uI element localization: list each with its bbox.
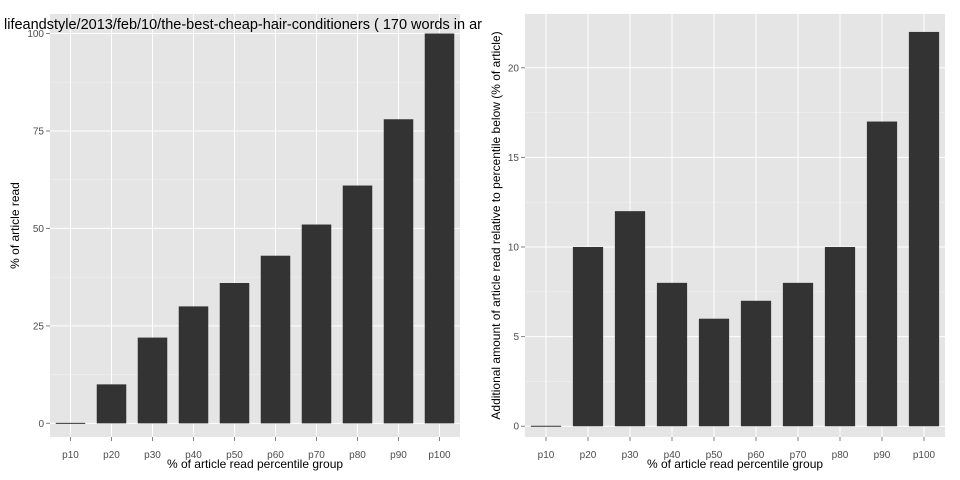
y-tick-label: 100 [27, 29, 44, 40]
bar-p50 [219, 283, 250, 424]
x-tick-label: p100 [428, 450, 451, 461]
x-tick-label: p70 [308, 450, 325, 461]
y-tick-label: 50 [33, 224, 45, 235]
x-tick-label: p30 [144, 450, 161, 461]
x-tick-label: p70 [790, 450, 807, 461]
bar-p50 [698, 318, 730, 427]
bar-p10 [55, 422, 86, 424]
x-tick-label: p50 [706, 450, 723, 461]
bar-p10 [530, 425, 562, 427]
x-tick-label: p90 [874, 450, 891, 461]
bar-p80 [824, 247, 856, 427]
bar-p100 [424, 33, 455, 424]
x-tick-label: p90 [390, 450, 407, 461]
x-tick-label: p40 [185, 450, 202, 461]
x-tick-label: p30 [622, 450, 639, 461]
y-tick-label: 0 [38, 419, 44, 430]
x-axis-title: % of article read percentile group [647, 457, 823, 471]
x-tick-label: p60 [748, 450, 765, 461]
y-tick-label: 25 [33, 321, 45, 332]
bar-p70 [782, 282, 814, 427]
y-tick-label: 75 [33, 126, 45, 137]
chart-title: lifeandstyle/2013/feb/10/the-best-cheap-… [4, 17, 482, 33]
x-tick-label: p80 [349, 450, 366, 461]
x-tick-label: p100 [913, 450, 936, 461]
x-axis-title: % of article read percentile group [167, 457, 343, 471]
x-tick-label: p50 [226, 450, 243, 461]
bar-p70 [301, 224, 332, 424]
x-tick-label: p20 [580, 450, 597, 461]
bar-p90 [866, 121, 898, 427]
x-tick-label: p10 [538, 450, 555, 461]
bar-p30 [137, 337, 168, 424]
y-axis-title: % of article read [8, 182, 22, 269]
chart-panel-2: 0 5 10 15 20 p10 p20 p30 p40 p50 p60 p70 p80 p90 p100%… [489, 14, 945, 471]
y-tick-label: 0 [513, 422, 519, 433]
chart-panel-1: 0 25 50 75 100 p10 p20 p30 p40 p50 p60 p70 p80 p90 p10… [8, 14, 460, 471]
bar-p80 [342, 185, 373, 424]
y-axis-title: Additional amount of article read relati… [489, 31, 503, 419]
x-tick-label: p80 [832, 450, 849, 461]
bar-p60 [260, 255, 291, 424]
bar-p20 [96, 384, 127, 424]
y-tick-label: 15 [508, 153, 520, 164]
bar-p100 [908, 31, 940, 427]
bar-p30 [614, 211, 646, 427]
bar-p60 [740, 300, 772, 427]
x-tick-label: p20 [103, 450, 120, 461]
bar-p90 [383, 119, 414, 424]
bar-p20 [572, 247, 604, 427]
y-tick-label: 10 [508, 243, 520, 254]
bar-p40 [656, 282, 688, 427]
y-tick-label: 20 [508, 63, 520, 74]
x-tick-label: p10 [62, 450, 79, 461]
x-tick-label: p60 [267, 450, 284, 461]
x-tick-label: p40 [664, 450, 681, 461]
bar-p40 [178, 306, 209, 424]
y-tick-label: 5 [513, 332, 519, 343]
